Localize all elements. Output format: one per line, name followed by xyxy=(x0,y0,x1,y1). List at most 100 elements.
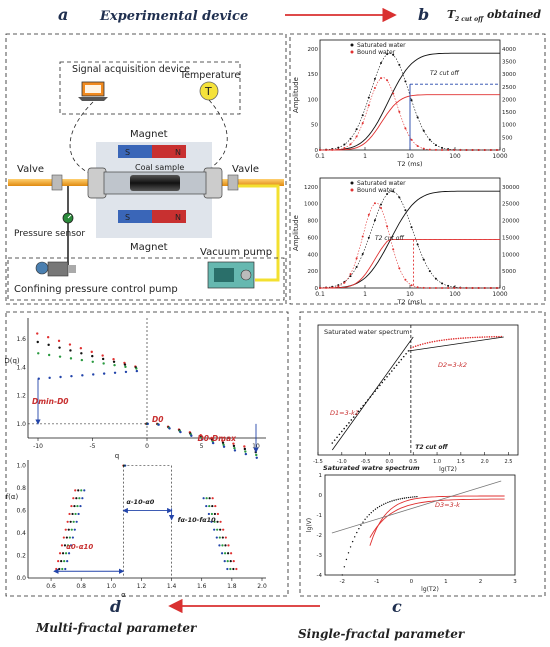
y-axis-label: D(q) xyxy=(4,357,20,365)
spectrum-point xyxy=(388,373,391,375)
coal-sample-label: Coal sample xyxy=(135,163,184,172)
dq-point xyxy=(232,444,236,448)
bound-point xyxy=(319,148,321,151)
y-tick-label: 1.0 xyxy=(16,421,26,428)
spectrum-point xyxy=(412,346,415,348)
spectrum-point xyxy=(414,345,417,348)
f-alpha-point xyxy=(211,497,214,500)
dq-point xyxy=(232,442,235,445)
bound-point xyxy=(343,146,346,149)
dq-point xyxy=(135,369,139,373)
dq-point xyxy=(46,336,50,339)
bound-point xyxy=(337,285,340,288)
pressure-gauge-icon xyxy=(62,212,74,224)
bound-point xyxy=(422,147,425,150)
y-tick-label: -3 xyxy=(317,553,323,559)
spectrum-point xyxy=(351,540,354,543)
f-alpha-point xyxy=(77,489,80,492)
spectrum-point xyxy=(378,505,381,508)
bound-point xyxy=(489,149,492,151)
dq-point xyxy=(102,362,105,365)
y2-tick-label: 3000 xyxy=(502,72,516,78)
dq-point xyxy=(90,350,93,354)
saturated-point xyxy=(441,146,444,149)
spectrum-point xyxy=(462,337,465,339)
x-tick-label: -0.5 xyxy=(361,459,371,465)
y-tick-label: 1.0 xyxy=(16,463,26,470)
y2-tick-label: 0 xyxy=(502,286,506,292)
spectrum-point xyxy=(393,499,395,502)
spectrum-point xyxy=(400,358,403,361)
spectrum-point xyxy=(356,531,358,534)
y-axis-label: Amplitude xyxy=(292,215,300,251)
bound-point xyxy=(386,225,389,228)
fit-line-2 xyxy=(408,336,504,352)
spectrum-point xyxy=(345,424,348,427)
f-alpha-point xyxy=(208,504,211,508)
bound-point xyxy=(465,149,468,151)
y2-tick-label: 1000 xyxy=(502,123,516,129)
y2-tick-label: 5000 xyxy=(502,269,516,275)
y-axis-label: Amplitude xyxy=(292,77,300,113)
spectrum-point xyxy=(416,495,418,498)
bound-point xyxy=(398,110,401,113)
bound-point xyxy=(380,77,383,80)
f-alpha-point xyxy=(214,504,217,508)
dq-point xyxy=(36,332,39,335)
bound-point xyxy=(343,281,346,284)
bound-point xyxy=(325,148,328,151)
y-tick-label: -2 xyxy=(317,533,322,539)
caption-b-rest: obtained xyxy=(487,8,541,21)
f-alpha-point xyxy=(68,512,71,516)
bound-point xyxy=(373,86,376,89)
saturated-point xyxy=(349,137,352,140)
dq-point xyxy=(201,438,204,441)
saturated-point xyxy=(392,190,395,193)
f-alpha-point xyxy=(229,567,232,571)
f-alpha-point xyxy=(67,552,71,555)
dq-point xyxy=(59,375,62,379)
spectrum-point xyxy=(386,375,388,378)
spectrum-point xyxy=(370,511,372,514)
x-tick-label: -5 xyxy=(90,443,96,450)
bound-cumulative-line xyxy=(320,239,500,289)
spectrum-point xyxy=(450,338,453,340)
f-alpha-point xyxy=(230,552,233,555)
spectrum-point xyxy=(441,339,443,342)
dq-point xyxy=(112,358,115,361)
f-alpha-point xyxy=(75,497,78,500)
bound-point xyxy=(416,286,419,289)
y-tick-label: 0.8 xyxy=(16,485,26,492)
bound-point xyxy=(459,148,462,151)
f-alpha-point xyxy=(210,512,214,516)
x-tick-label: 2 xyxy=(479,579,483,585)
chart-title: Saturated watre spectrum xyxy=(323,464,420,472)
bound-point xyxy=(410,138,413,141)
vacuum-line xyxy=(238,184,280,282)
bound-point xyxy=(471,149,474,151)
svg-text:S: S xyxy=(125,148,130,157)
saturated-point xyxy=(428,270,431,273)
f-alpha-point xyxy=(64,528,67,531)
spectrum-point xyxy=(389,500,391,503)
legend-marker-bound xyxy=(350,188,354,192)
vacuum-pump-label: Vacuum pump xyxy=(200,247,272,258)
d0-dmax-annotation: D0-Dmax xyxy=(198,434,238,443)
y-tick-label: 50 xyxy=(311,123,318,129)
legend-marker-saturated xyxy=(350,181,354,185)
dq-point xyxy=(47,343,50,347)
spectrum-point xyxy=(348,422,350,424)
bound-point xyxy=(495,149,498,151)
y-tick-label: 100 xyxy=(308,97,319,103)
bound-point xyxy=(355,135,358,138)
legend-saturated: Saturated water xyxy=(357,42,406,49)
bound-point xyxy=(477,149,480,151)
x-tick-label: 1.0 xyxy=(107,583,117,590)
dq-point xyxy=(81,374,84,377)
bound-point xyxy=(331,148,334,151)
temperature-label: Temperature xyxy=(179,70,240,81)
f-alpha-point xyxy=(66,544,70,547)
spectrum-point xyxy=(395,499,397,501)
bound-point xyxy=(392,248,395,251)
y-tick-label: 600 xyxy=(308,235,319,241)
